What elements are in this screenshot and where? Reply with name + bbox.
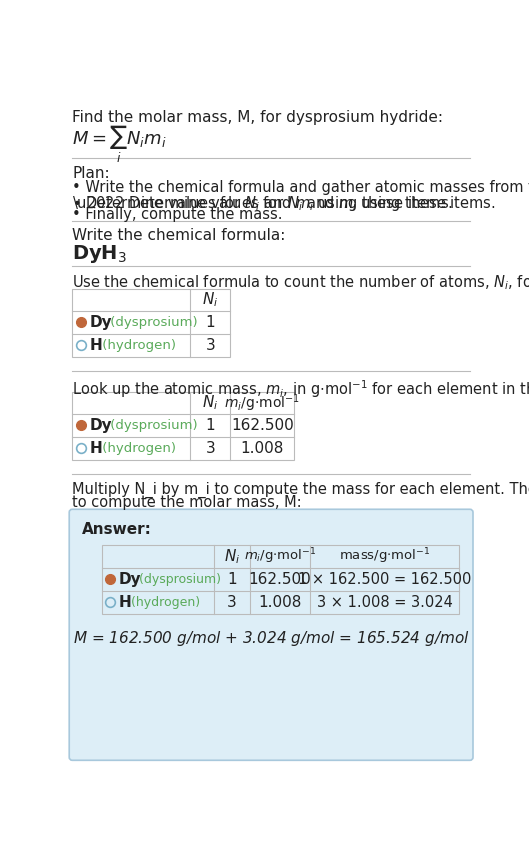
Text: $N_i$: $N_i$ [202, 290, 218, 309]
Text: 3 × 1.008 = 3.024: 3 × 1.008 = 3.024 [317, 595, 453, 610]
Text: 1.008: 1.008 [241, 441, 284, 456]
Text: 1: 1 [227, 572, 237, 587]
Text: • Write the chemical formula and gather atomic masses from the periodic table.: • Write the chemical formula and gather … [72, 180, 529, 194]
Text: Dy: Dy [89, 418, 112, 433]
Text: (dysprosium): (dysprosium) [135, 573, 221, 586]
Text: Write the chemical formula:: Write the chemical formula: [72, 229, 286, 243]
Text: Dy: Dy [89, 315, 112, 330]
Text: $m_i$/g$\cdot$mol$^{-1}$: $m_i$/g$\cdot$mol$^{-1}$ [224, 392, 300, 413]
Bar [72, 289, 231, 357]
Text: $M = \sum_i N_i m_i$: $M = \sum_i N_i m_i$ [72, 124, 167, 165]
Text: 3: 3 [205, 441, 215, 456]
Bar [102, 544, 459, 614]
Text: 3: 3 [227, 595, 237, 610]
Text: Plan:: Plan: [72, 166, 110, 181]
Text: 162.500: 162.500 [231, 418, 294, 433]
Text: 1.008: 1.008 [258, 595, 302, 610]
Text: \u2022 Determine values for $N_i$ and $m_i$ using these items.: \u2022 Determine values for $N_i$ and $m… [72, 193, 496, 212]
Text: (hydrogen): (hydrogen) [127, 596, 200, 609]
Text: 1: 1 [205, 418, 215, 433]
Text: 3: 3 [205, 338, 215, 353]
Text: • Finally, compute the mass.: • Finally, compute the mass. [72, 207, 283, 223]
Text: Answer:: Answer: [81, 521, 151, 537]
Text: Look up the atomic mass, $m_i$, in g$\cdot$mol$^{-1}$ for each element in the pe: Look up the atomic mass, $m_i$, in g$\cd… [72, 378, 529, 400]
Text: $N_i$: $N_i$ [224, 547, 240, 566]
Text: • Determine values for $N_i$ and $m_i$ using these items.: • Determine values for $N_i$ and $m_i$ u… [72, 193, 453, 212]
Text: DyH$_3$: DyH$_3$ [72, 243, 127, 265]
Text: (dysprosium): (dysprosium) [106, 316, 197, 329]
Text: Find the molar mass, M, for dysprosium hydride:: Find the molar mass, M, for dysprosium h… [72, 110, 443, 126]
Text: $N_i$: $N_i$ [202, 394, 218, 413]
Text: Dy: Dy [119, 572, 141, 587]
Text: 162.500: 162.500 [249, 572, 312, 587]
Bar [72, 392, 294, 460]
Text: 1 × 162.500 = 162.500: 1 × 162.500 = 162.500 [298, 572, 471, 587]
Text: H: H [89, 338, 102, 353]
Text: (hydrogen): (hydrogen) [98, 339, 176, 352]
Text: 1: 1 [205, 315, 215, 330]
Text: Multiply N_i by m_i to compute the mass for each element. Then sum those values: Multiply N_i by m_i to compute the mass … [72, 482, 529, 497]
Text: mass/g$\cdot$mol$^{-1}$: mass/g$\cdot$mol$^{-1}$ [339, 546, 431, 566]
Text: H: H [119, 595, 132, 610]
Text: $M$ = 162.500 g/mol + 3.024 g/mol = 165.524 g/mol: $M$ = 162.500 g/mol + 3.024 g/mol = 165.… [73, 629, 469, 648]
Text: Use the chemical formula to count the number of atoms, $N_i$, for each element:: Use the chemical formula to count the nu… [72, 274, 529, 293]
Text: to compute the molar mass, M:: to compute the molar mass, M: [72, 495, 302, 509]
Text: H: H [89, 441, 102, 456]
Text: $m_i$/g$\cdot$mol$^{-1}$: $m_i$/g$\cdot$mol$^{-1}$ [244, 546, 316, 566]
Text: (hydrogen): (hydrogen) [98, 442, 176, 455]
Text: (dysprosium): (dysprosium) [106, 419, 197, 431]
FancyBboxPatch shape [69, 509, 473, 760]
